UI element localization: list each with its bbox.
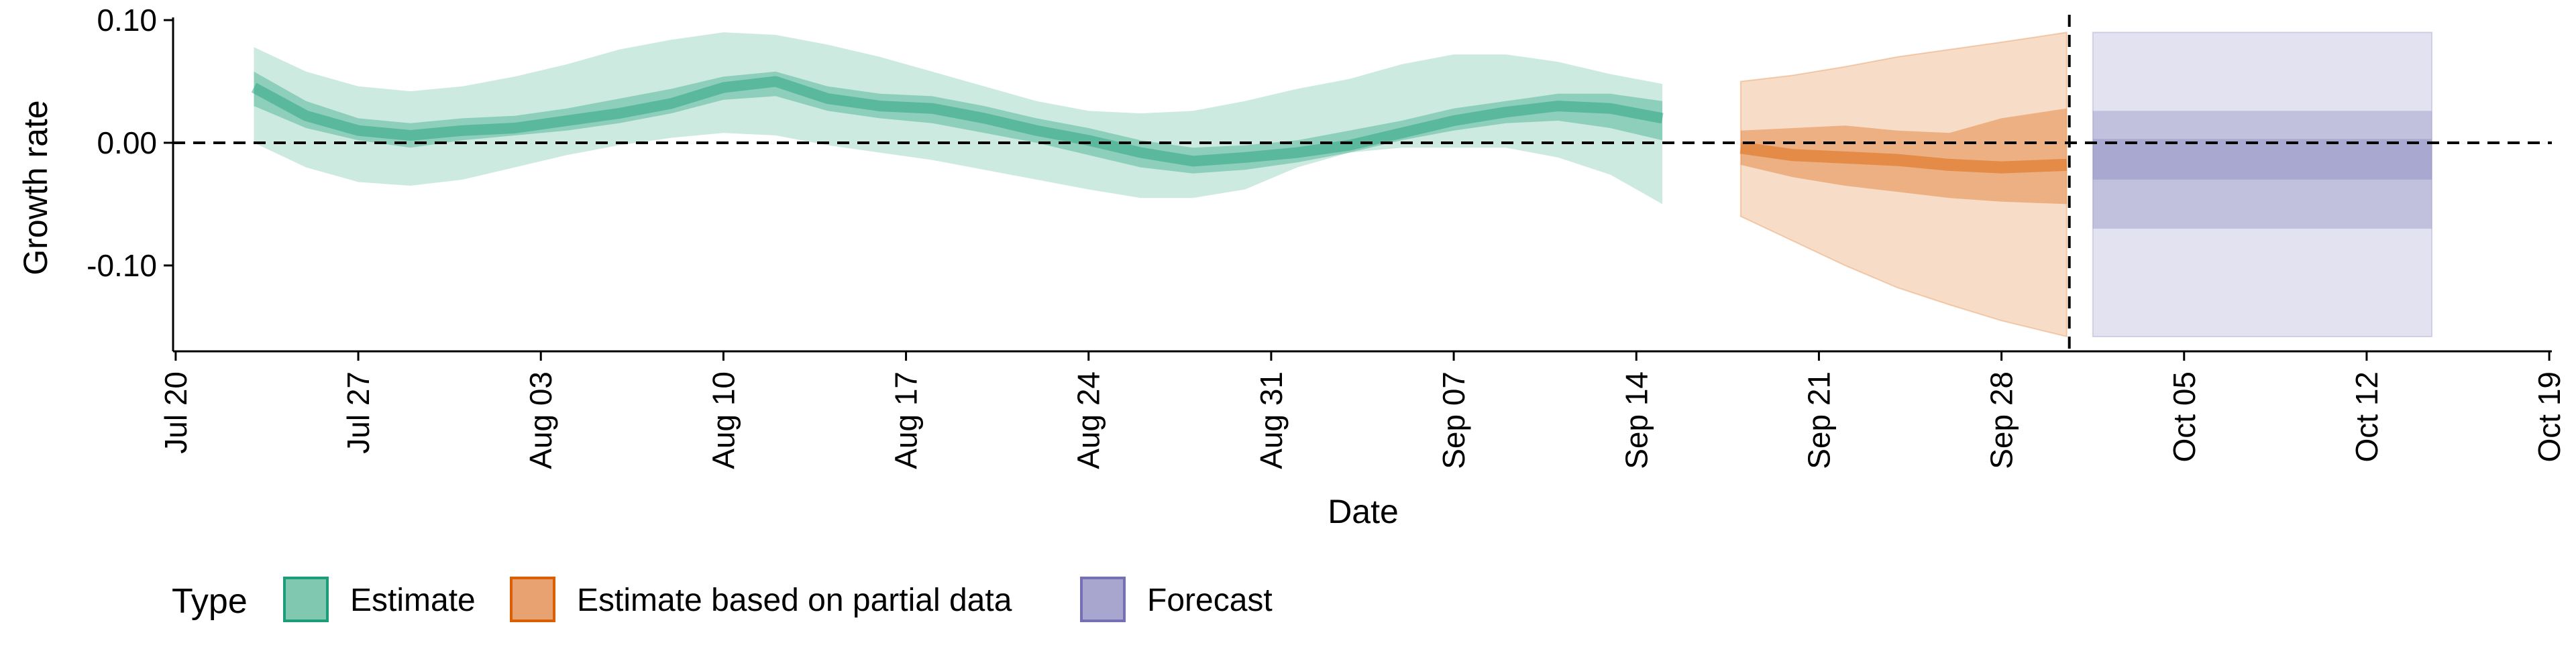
- x-tick-label: Sep 14: [1619, 371, 1654, 469]
- legend: Type Estimate Estimate based on partial d…: [172, 577, 1273, 622]
- legend-key-3: [1080, 577, 1126, 622]
- forecast-band-30: [2092, 139, 2432, 180]
- x-tick-label: Aug 03: [523, 371, 558, 469]
- legend-label-3: Forecast: [1147, 583, 1273, 618]
- legend-title: Type: [172, 582, 248, 621]
- legend-items: Estimate Estimate based on partial data Fo…: [283, 577, 1273, 622]
- estimate-band-50: [254, 71, 1663, 174]
- x-tick-label: Sep 21: [1801, 371, 1836, 469]
- x-tick-label: Aug 31: [1254, 371, 1289, 469]
- estimate-median-line: [251, 76, 1664, 167]
- x-tick-label: Sep 07: [1436, 371, 1471, 469]
- x-tick-label: Sep 28: [1984, 371, 2019, 469]
- y-tick-label: -0.10: [87, 248, 157, 283]
- x-tick-label: Oct 05: [2167, 371, 2202, 463]
- ticks-layer: 0.10 0.00 -0.10 Jul 20 Jul 27 Aug 03 Aug 10 Aug…: [87, 3, 2567, 469]
- legend-label-2: Estimate based on partial data: [577, 583, 1012, 618]
- x-tick-label: Jul 27: [341, 371, 376, 454]
- x-tick-label: Oct 12: [2349, 371, 2384, 463]
- x-tick-label: Aug 24: [1071, 371, 1106, 469]
- x-tick-label: Aug 10: [706, 371, 741, 469]
- y-tick-label: 0.10: [97, 3, 157, 38]
- bands-layer: [254, 32, 2433, 338]
- x-tick-label: Jul 20: [158, 371, 193, 454]
- median-lines-layer: [251, 76, 2068, 174]
- legend-key-2: [510, 577, 555, 622]
- estimate-band-90: [254, 32, 1663, 204]
- legend-label-1: Estimate: [350, 583, 476, 618]
- y-axis-title: Growth rate: [17, 100, 54, 275]
- forecast-band-60: [2092, 111, 2432, 229]
- x-tick-label: Oct 19: [2532, 371, 2567, 463]
- reference-lines-layer: [173, 15, 2552, 351]
- y-tick-label: 0.00: [97, 125, 157, 160]
- partial-median-line: [1739, 141, 2068, 174]
- forecast-band-90: [2092, 32, 2433, 338]
- partial-band-90: [1739, 32, 2068, 338]
- x-tick-label: Aug 17: [889, 371, 924, 469]
- x-axis-title: Date: [1328, 493, 1399, 530]
- partial-band-50: [1740, 108, 2067, 204]
- axes-layer: [172, 17, 2552, 353]
- legend-key-1: [283, 577, 329, 622]
